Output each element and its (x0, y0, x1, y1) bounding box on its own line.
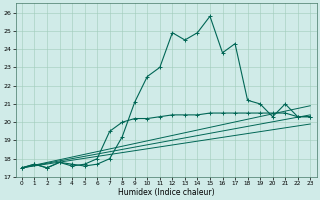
X-axis label: Humidex (Indice chaleur): Humidex (Indice chaleur) (118, 188, 214, 197)
